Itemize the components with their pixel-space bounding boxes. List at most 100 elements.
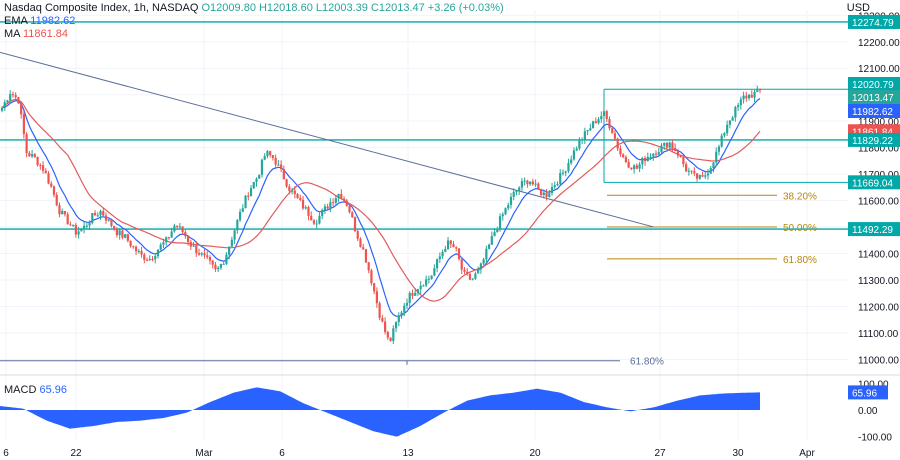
time-tick-label: Apr [799,448,815,459]
candle-body [739,99,742,106]
candle-body [159,244,162,250]
candle-body [151,259,154,261]
candle-body [394,322,398,329]
candle-body [208,257,212,261]
candle-body [323,206,327,211]
downtrend-line [0,51,655,228]
candle-body [375,291,378,304]
candle-body [228,246,231,255]
candle-body [230,239,233,247]
candle-body [449,240,452,245]
symbol-title[interactable]: Nasdaq Composite Index, 1h, NASDAQ [4,2,199,14]
candle-body [408,292,411,303]
candle-body [553,185,556,188]
candle-body [137,250,140,252]
candle-body [85,225,88,227]
candle-body [737,105,740,108]
candle-body [539,189,543,196]
candle-body [252,181,255,189]
candle-body [3,102,6,109]
time-axis[interactable]: 6 22 Mar 6 13 20 27 30 Apr [3,448,815,459]
candle-body [20,103,23,115]
time-tick-label: 20 [529,448,541,459]
candle-body [567,163,570,172]
candle-body [663,142,666,146]
ma-label[interactable]: MA [4,28,20,40]
candle-body [520,181,524,188]
candle-body [364,249,368,263]
candle-body [512,191,515,197]
ohlc-readout: O12009.80 H12018.60 L12003.39 C12013.47 … [201,2,504,14]
candle-body [124,234,127,238]
candle-body [285,179,288,187]
candle-body [140,250,143,255]
candle-body [55,194,58,206]
horizontal-levels [0,21,848,230]
price-badge [848,14,900,29]
candle-body [463,269,466,272]
candle-body [156,249,160,257]
price-tick-label: 11800.00 [858,144,899,155]
candle-body [176,225,179,227]
candle-body [485,248,488,260]
candle-body [597,119,600,124]
candlestick-series [0,85,762,345]
macd-label[interactable]: MACD [4,384,37,396]
candle-body [17,97,20,104]
candle-body [747,94,751,99]
candle-body [271,155,275,158]
candle-body [69,224,72,226]
candle-body [134,246,138,252]
time-tick-label: 30 [732,448,744,459]
candle-body [173,225,176,232]
price-badge-label: 12274.79 [852,18,894,29]
candle-body [542,192,545,196]
candle-body [665,142,669,148]
candle-body [389,337,392,341]
macd-axis[interactable]: 100.00 0.00 -100.00 65.96 [848,379,892,444]
candle-body [63,210,67,215]
candle-body [337,193,340,199]
candle-body [299,197,302,200]
candle-body [307,207,310,216]
candle-body [148,259,151,261]
candle-body [518,187,521,191]
candle-body [47,173,50,184]
candle-body [537,183,540,190]
price-badge [848,104,900,118]
candle-body [758,88,762,91]
candle-body [36,156,39,165]
candle-body [487,244,491,249]
candle-body [58,205,61,215]
candle-body [657,152,660,155]
candle-body [594,121,597,124]
candle-body [72,224,75,226]
candle-body [616,138,619,149]
candle-body [378,303,381,318]
candle-body [113,225,116,230]
candle-body [545,192,548,197]
candle-body [550,187,554,194]
candle-body [627,161,630,168]
candle-body [720,135,723,147]
candle-body [9,94,12,101]
ema-label[interactable]: EMA [4,15,28,27]
candle-body [351,212,354,218]
candle-body [192,245,195,247]
candle-body [534,183,537,185]
candle-body [290,190,294,192]
candle-body [203,253,206,256]
candle-body [490,236,493,245]
candle-body [600,115,603,120]
macd-tick-label: -100.00 [858,433,892,444]
candle-body [386,331,389,338]
candle-body [493,232,496,237]
fib-level-label: 38.20% [783,191,817,202]
candle-body [197,253,201,255]
candle-body [709,168,712,174]
candle-body [706,173,710,176]
fib-level-label: 50.00% [783,223,817,234]
time-tick-label: 27 [654,448,666,459]
candle-body [340,193,343,199]
candle-body [11,94,15,96]
